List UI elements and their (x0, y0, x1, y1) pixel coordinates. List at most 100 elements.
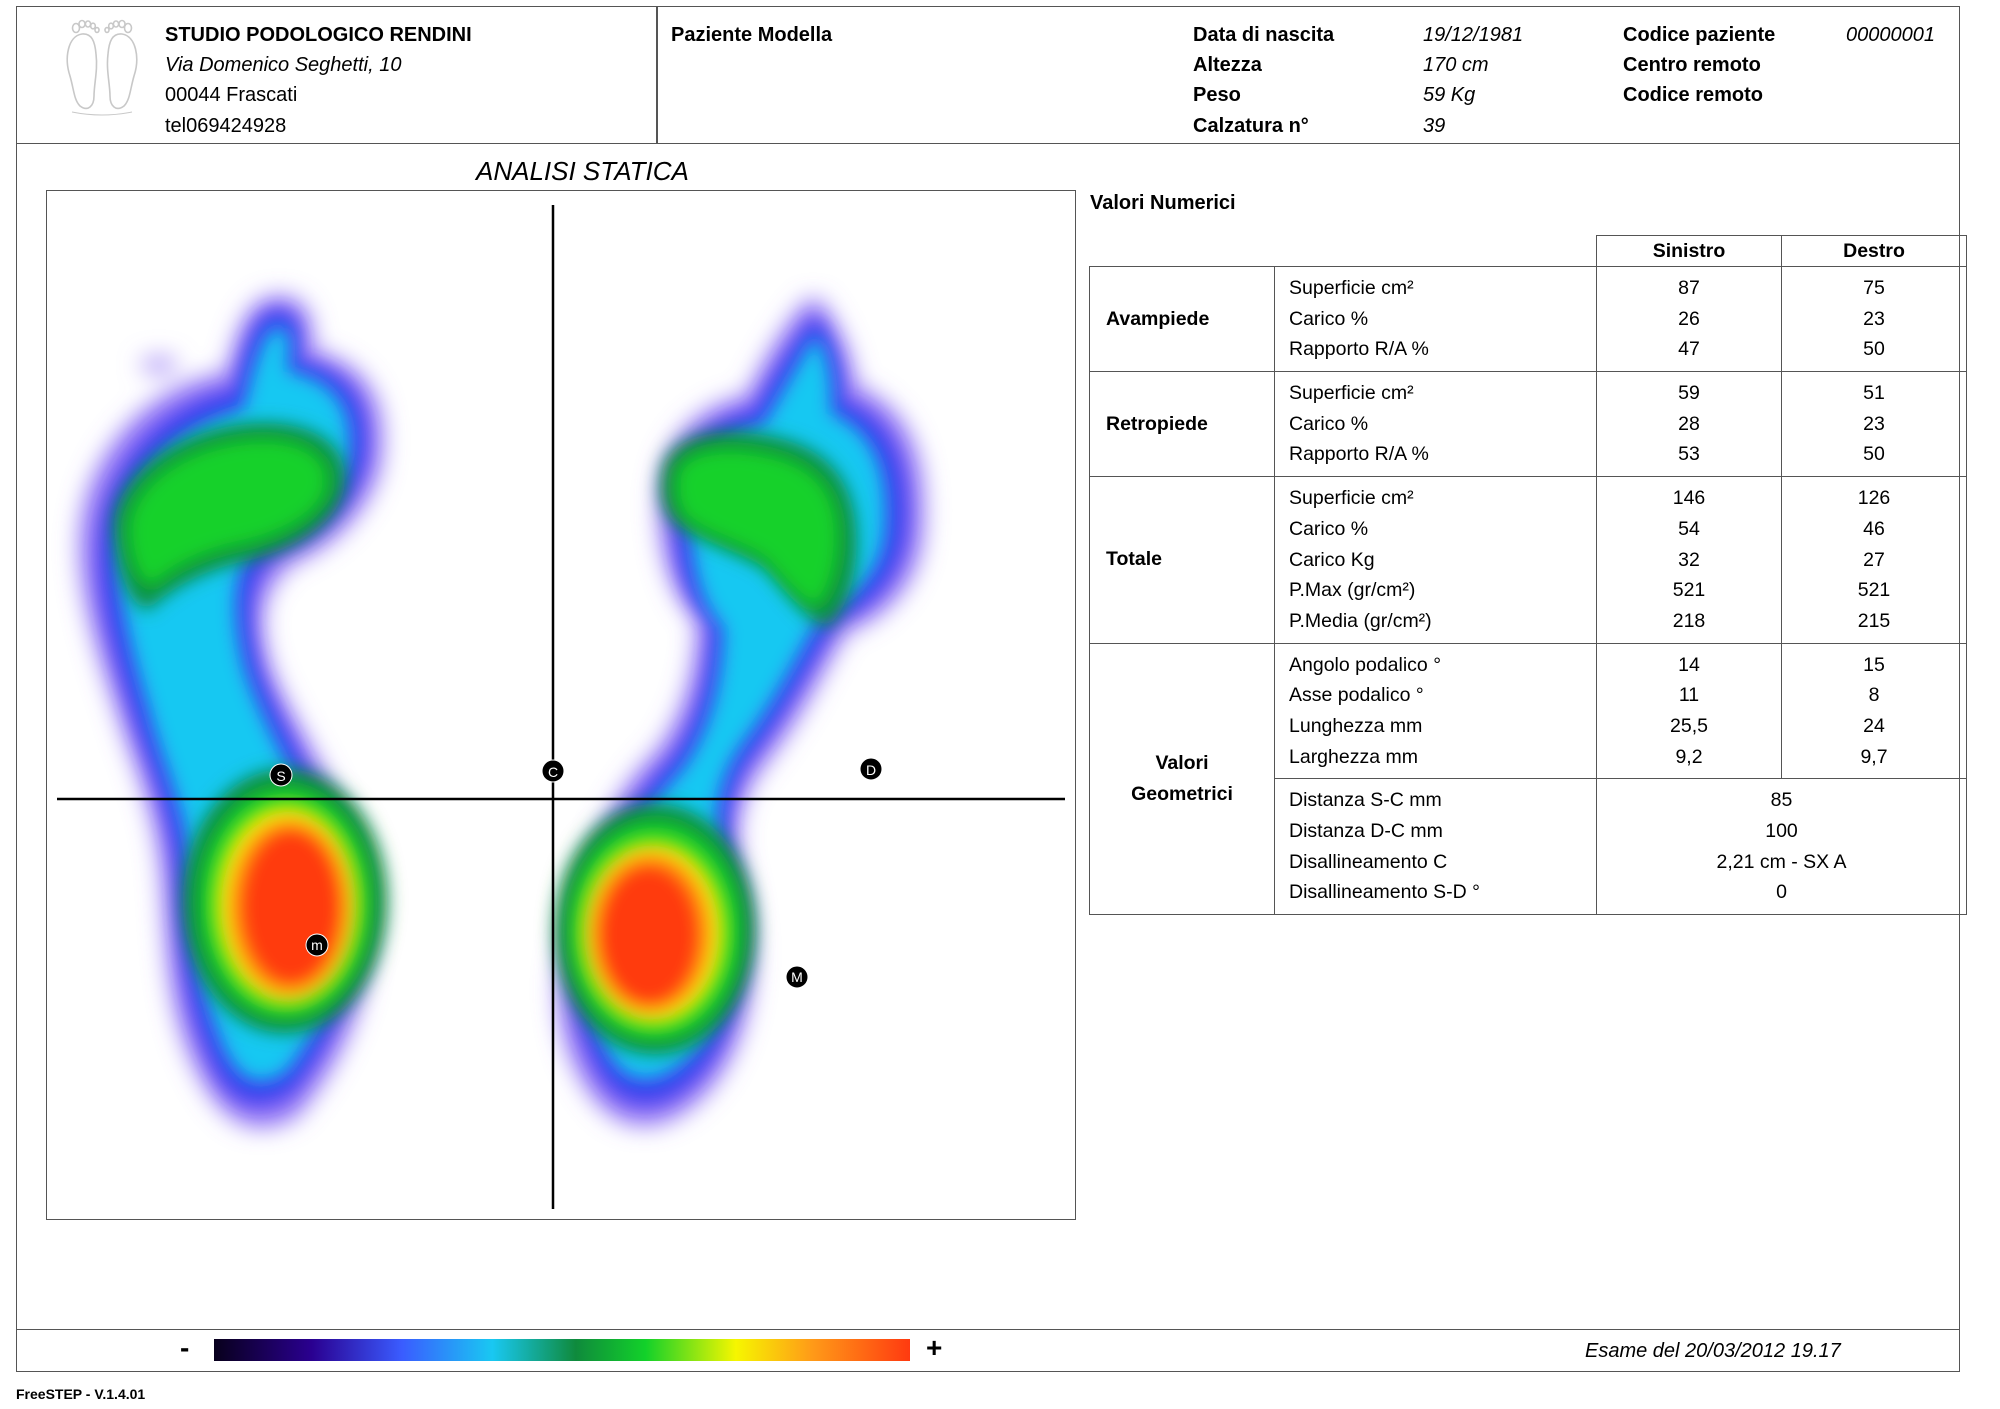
value-left: 87 (1678, 277, 1700, 299)
group-row-geometrici: Valori Geometrici Angolo podalico ° Asse… (1089, 642, 1967, 916)
row-label: Larghezza mm (1289, 745, 1418, 768)
marker-d: D (859, 757, 883, 781)
value-left: 47 (1678, 338, 1700, 361)
row-label: P.Max (gr/cm²) (1289, 579, 1416, 602)
row-label: Distanza S-C mm (1289, 789, 1442, 812)
column-header-row: Sinistro Destro (1089, 235, 1967, 267)
marker-m-right: M (785, 965, 809, 989)
group-label-geometrici-line1: Valori (1155, 751, 1209, 774)
legend-minus: - (180, 1332, 190, 1363)
value-left: 521 (1672, 579, 1706, 602)
row-label: Disallineamento S-D ° (1289, 881, 1480, 904)
row-label: Distanza D-C mm (1289, 820, 1443, 842)
value-right: 75 (1863, 277, 1885, 299)
value-left: 9,2 (1675, 745, 1703, 768)
row-label: Angolo podalico ° (1289, 653, 1441, 676)
remote-code-label: Codice remoto (1623, 84, 1764, 106)
marker-s: S (269, 763, 293, 787)
header-frame (16, 6, 1960, 144)
patient-name: Paziente Modella (671, 24, 833, 46)
patient-code-label: Codice paziente (1623, 24, 1776, 46)
value-right: 51 (1863, 382, 1885, 405)
value-right: 8 (1868, 684, 1880, 707)
values-title: Valori Numerici (1090, 192, 1236, 214)
footer-frame (16, 1329, 1960, 1372)
value-right: 27 (1863, 548, 1885, 571)
height-label: Altezza (1193, 54, 1262, 76)
studio-logo (52, 14, 152, 118)
value-left: 11 (1678, 684, 1700, 707)
value-left: 54 (1678, 517, 1700, 540)
shared-value: 2,21 cm - SX A (1716, 850, 1847, 873)
marker-m-left-label: m (311, 937, 323, 953)
header-divider (656, 6, 658, 144)
column-header-left: Sinistro (1596, 235, 1782, 267)
studio-address: Via Domenico Seghetti, 10 (165, 54, 402, 76)
row-label: Superficie cm² (1289, 487, 1414, 510)
shared-value: 85 (1770, 789, 1793, 812)
row-label: Rapporto R/A % (1289, 338, 1429, 361)
group-row-totale: Totale Superficie cm² Carico % Carico Kg… (1089, 476, 1967, 644)
row-label: Disallineamento C (1289, 850, 1448, 873)
value-right: 50 (1863, 338, 1885, 361)
row-label: Asse podalico ° (1289, 684, 1424, 707)
value-right: 215 (1857, 609, 1891, 632)
value-right: 126 (1857, 487, 1891, 510)
value-right: 521 (1857, 579, 1891, 602)
value-left: 53 (1678, 443, 1700, 466)
birth-date-label: Data di nascita (1193, 24, 1335, 46)
weight-value: 59 Kg (1423, 84, 1476, 106)
geometrici-shared-row: Distanza S-C mm Distanza D-C mm Disallin… (1090, 778, 1967, 916)
value-left: 14 (1678, 653, 1700, 676)
group-label-avampiede: Avampiede (1089, 265, 1275, 373)
value-left: 28 (1678, 412, 1700, 435)
group-row-avampiede: Avampiede Superficie cm² Carico % Rappor… (1089, 265, 1967, 373)
group-row-retropiede: Retropiede Superficie cm² Carico % Rappo… (1089, 371, 1967, 478)
right-footprint (555, 299, 924, 1126)
value-right: 15 (1863, 653, 1885, 676)
legend-plus: + (926, 1332, 943, 1363)
shared-value: 0 (1776, 881, 1787, 904)
group-label-retropiede: Retropiede (1089, 371, 1275, 478)
row-label: Carico % (1289, 517, 1369, 540)
studio-name: STUDIO PODOLOGICO RENDINI (165, 24, 472, 46)
row-label: Carico % (1289, 412, 1369, 435)
marker-s-label: S (276, 768, 285, 784)
value-right: 24 (1863, 714, 1885, 737)
value-left: 25,5 (1670, 714, 1708, 737)
exam-date: Esame del 20/03/2012 19.17 (1585, 1340, 1841, 1362)
app-version: FreeSTEP - V.1.4.01 (16, 1386, 146, 1402)
marker-c-label: C (548, 764, 558, 780)
marker-d-label: D (866, 762, 876, 778)
value-right: 23 (1863, 412, 1885, 435)
value-left: 146 (1672, 487, 1706, 510)
studio-phone: tel069424928 (165, 115, 287, 137)
birth-date-value: 19/12/1981 (1423, 24, 1524, 46)
value-left: 32 (1678, 548, 1700, 571)
value-left: 59 (1678, 382, 1700, 405)
value-left: 218 (1672, 609, 1706, 632)
marker-m-right-label: M (791, 969, 803, 985)
row-label: Superficie cm² (1289, 277, 1414, 299)
value-right: 9,7 (1860, 745, 1888, 768)
row-label: Superficie cm² (1289, 382, 1414, 405)
group-label-geometrici-line2: Geometrici (1131, 782, 1233, 805)
pressure-color-scale (214, 1339, 910, 1361)
left-footprint (79, 296, 387, 1128)
row-label: P.Media (gr/cm²) (1289, 609, 1432, 632)
values-table: Sinistro Destro Avampiede Superficie cm²… (1089, 235, 1967, 916)
shared-value: 100 (1765, 820, 1798, 842)
remote-center-label: Centro remoto (1623, 54, 1761, 76)
shoe-size-value: 39 (1423, 115, 1446, 137)
patient-code-value: 00000001 (1846, 24, 1935, 46)
marker-m-left: m (305, 933, 329, 957)
value-right: 50 (1863, 443, 1885, 466)
value-left: 26 (1678, 307, 1700, 330)
pressure-map: S C D m M (46, 190, 1076, 1220)
group-label-totale: Totale (1089, 476, 1275, 644)
row-label: Carico Kg (1289, 548, 1375, 571)
shoe-size-label: Calzatura n° (1193, 115, 1309, 137)
column-header-right: Destro (1781, 235, 1967, 267)
value-right: 46 (1863, 517, 1885, 540)
row-label: Lunghezza mm (1289, 714, 1423, 737)
